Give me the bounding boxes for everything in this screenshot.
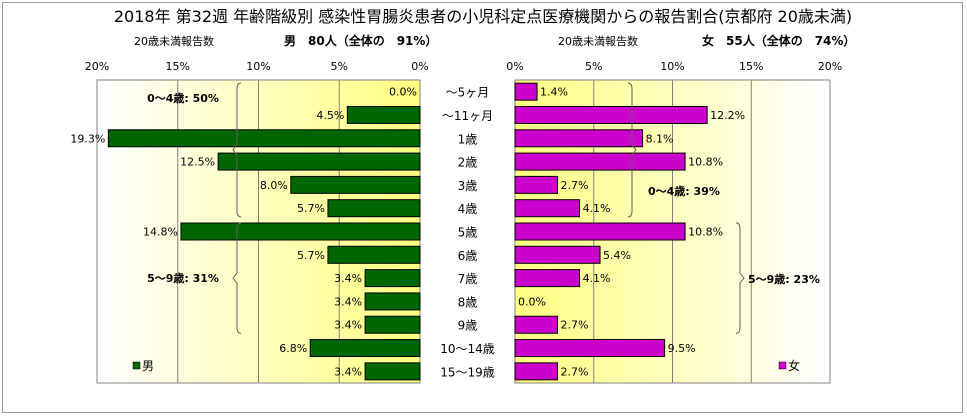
male-x-tick-label: 15% xyxy=(166,60,190,73)
age-category-label: ～5ヶ月 xyxy=(446,86,490,100)
female-value-label: 0.0% xyxy=(518,295,546,308)
female-value-label: 2.7% xyxy=(561,319,589,332)
male-value-label: 0.0% xyxy=(389,86,417,99)
male-age-bracket xyxy=(232,82,242,218)
male-x-tick-label: 20% xyxy=(85,60,109,73)
male-legend-label: 男 xyxy=(142,359,154,373)
male-value-label: 3.4% xyxy=(334,319,362,332)
female-x-tick-label: 10% xyxy=(660,60,684,73)
female-x-tick-label: 0% xyxy=(506,60,523,73)
male-bar xyxy=(364,362,421,381)
age-category-label: 2歳 xyxy=(458,156,478,170)
age-category-label: 7歳 xyxy=(458,272,478,286)
female-legend-label: 女 xyxy=(788,358,800,373)
female-value-label: 8.1% xyxy=(646,132,674,145)
male-bar xyxy=(309,339,421,358)
female-x-tick-label: 20% xyxy=(818,60,842,73)
age-category-label: 4歳 xyxy=(458,202,478,216)
male-value-label: 19.3% xyxy=(70,132,105,145)
age-category-label: 1歳 xyxy=(458,132,478,146)
age-category-label: 6歳 xyxy=(458,249,478,263)
age-category-label: 3歳 xyxy=(458,179,478,193)
male-value-label: 8.0% xyxy=(260,179,288,192)
age-category-label: ～11ヶ月 xyxy=(442,109,493,123)
female-bar xyxy=(514,245,601,264)
age-category-label: 15～19歳 xyxy=(440,365,495,379)
female-bar xyxy=(514,105,708,124)
male-bar xyxy=(180,222,421,241)
female-caption-left: 20歳未満報告数 xyxy=(558,35,638,48)
female-value-label: 9.5% xyxy=(668,342,696,355)
male-value-label: 4.5% xyxy=(316,109,344,122)
male-value-label: 5.7% xyxy=(297,202,325,215)
female-caption-right: 女 55人（全体の 74%） xyxy=(702,33,855,48)
female-value-label: 10.8% xyxy=(688,226,723,239)
male-value-label: 6.8% xyxy=(279,342,307,355)
female-value-label: 10.8% xyxy=(688,156,723,169)
male-bracket-label: 0～4歳: 50% xyxy=(147,91,219,105)
female-bar xyxy=(514,222,686,241)
female-value-label: 12.2% xyxy=(710,109,745,122)
male-caption-left: 20歳未満報告数 xyxy=(134,35,214,48)
female-value-label: 1.4% xyxy=(540,86,568,99)
male-value-label: 3.4% xyxy=(334,272,362,285)
female-bar xyxy=(514,339,666,358)
male-x-tick-label: 10% xyxy=(246,60,270,73)
male-bar xyxy=(327,199,421,218)
female-x-tick-label: 5% xyxy=(585,60,602,73)
female-bar xyxy=(514,269,581,288)
female-value-label: 2.7% xyxy=(561,179,589,192)
female-bar xyxy=(514,199,581,218)
male-bracket-label: 5～9歳: 31% xyxy=(147,271,219,285)
male-value-label: 14.8% xyxy=(143,226,178,239)
female-value-label: 4.1% xyxy=(583,272,611,285)
female-value-label: 5.4% xyxy=(603,249,631,262)
female-bar xyxy=(514,129,644,148)
female-bar xyxy=(514,175,559,194)
female-bar xyxy=(514,362,559,381)
female-age-bracket xyxy=(735,222,745,334)
female-x-tick-label: 15% xyxy=(739,60,763,73)
male-bar xyxy=(217,152,421,171)
age-category-label: 5歳 xyxy=(458,226,478,240)
female-bar xyxy=(514,82,538,101)
female-value-label: 4.1% xyxy=(583,202,611,215)
chart-frame xyxy=(2,2,963,413)
age-category-label: 8歳 xyxy=(458,295,478,309)
male-bar xyxy=(364,292,421,311)
female-bar xyxy=(514,152,686,171)
age-category-label: 10～14歳 xyxy=(440,342,495,356)
female-bar xyxy=(514,315,559,334)
male-value-label: 12.5% xyxy=(180,156,215,169)
female-bracket-label: 0～4歳: 39% xyxy=(648,184,720,198)
female-value-label: 2.7% xyxy=(561,365,589,378)
male-bar xyxy=(346,105,421,124)
male-value-label: 5.7% xyxy=(297,249,325,262)
male-bar xyxy=(364,269,421,288)
male-bar xyxy=(290,175,421,194)
male-legend-swatch xyxy=(132,361,141,370)
male-bar xyxy=(107,129,421,148)
female-bracket-label: 5～9歳: 23% xyxy=(748,272,820,286)
male-bar xyxy=(364,315,421,334)
female-legend-swatch xyxy=(778,361,787,370)
age-category-label: 9歳 xyxy=(458,319,478,333)
female-age-bracket xyxy=(627,82,637,218)
male-value-label: 3.4% xyxy=(334,295,362,308)
male-bar xyxy=(327,245,421,264)
male-value-label: 3.4% xyxy=(334,365,362,378)
male-age-bracket xyxy=(232,222,242,334)
male-x-tick-label: 5% xyxy=(331,60,348,73)
male-x-tick-label: 0% xyxy=(411,60,428,73)
male-caption-right: 男 80人（全体の 91%） xyxy=(284,33,437,48)
chart-title: 2018年 第32週 年齢階級別 感染性胃腸炎患者の小児科定点医療機関からの報告… xyxy=(114,7,852,26)
